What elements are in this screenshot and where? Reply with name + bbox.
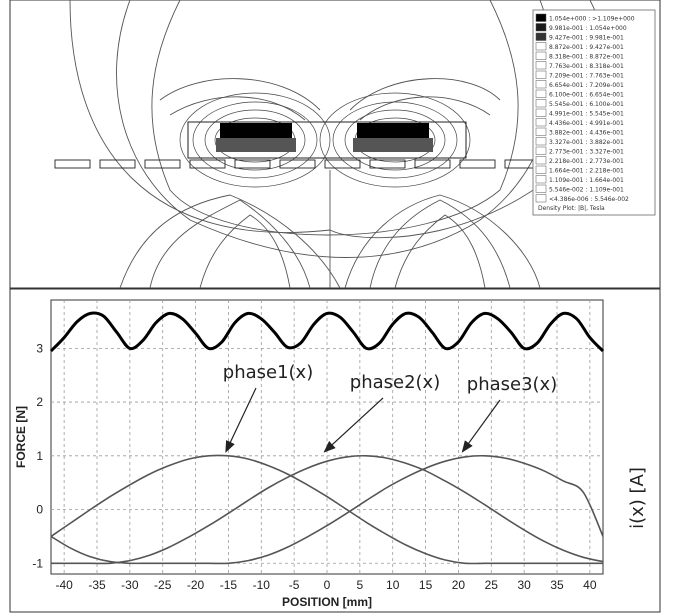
annotation-label: phase3(x) xyxy=(467,374,557,395)
legend-swatch xyxy=(535,118,547,127)
legend-swatch xyxy=(535,127,547,136)
current-axis-label: i(x) [A] xyxy=(627,467,648,529)
legend-swatch xyxy=(535,175,547,184)
annotation-label: phase1(x) xyxy=(223,362,313,383)
x-tick-label: 15 xyxy=(419,578,433,592)
legend-footer: Density Plot: |B|, Tesla xyxy=(538,205,605,212)
field-loops-right xyxy=(319,92,471,188)
legend-entry: 4.991e-001 : 5.545e-001 xyxy=(549,111,624,118)
magnet-left xyxy=(216,123,296,152)
y-tick-labels: -1 0 1 2 3 xyxy=(32,341,43,570)
legend-swatch xyxy=(535,70,547,79)
x-tick-label: -5 xyxy=(289,578,300,592)
legend-entry: 2.218e-001 : 2.773e-001 xyxy=(549,158,624,165)
x-tick-labels: -40 -35 -30 -25 -20 -15 -10 -5 0 5 10 15 20 25 30 35 40 xyxy=(55,578,596,592)
legend-swatch xyxy=(535,23,547,32)
legend-swatch xyxy=(535,156,547,165)
x-tick-label: 40 xyxy=(583,578,597,592)
legend-swatch xyxy=(535,165,547,174)
legend-entry: 7.209e-001 : 7.763e-001 xyxy=(549,73,624,80)
field-loops-left xyxy=(179,92,331,188)
annotation-label: phase2(x) xyxy=(350,372,440,393)
y-tick-label: -1 xyxy=(32,556,43,570)
legend-swatch xyxy=(535,194,547,203)
legend-swatch xyxy=(535,108,547,117)
x-tick-label: -15 xyxy=(220,578,238,592)
x-tick-label: 5 xyxy=(357,578,364,592)
legend-swatch xyxy=(535,184,547,193)
y-tick-label: 0 xyxy=(36,503,43,517)
legend-entry: 5.545e-001 : 6.100e-001 xyxy=(549,101,624,108)
x-tick-label: 10 xyxy=(386,578,400,592)
x-tick-label: -25 xyxy=(154,578,172,592)
force-series-line xyxy=(49,311,605,353)
legend-entry: 2.773e-001 : 3.327e-001 xyxy=(549,149,624,156)
x-tick-label: 35 xyxy=(550,578,564,592)
x-tick-label: 20 xyxy=(452,578,466,592)
annotation-arrow xyxy=(225,387,257,453)
legend-entry: 1.664e-001 : 2.218e-001 xyxy=(549,168,624,175)
legend-entry: 1.109e-001 : 1.664e-001 xyxy=(549,177,624,184)
legend-entry: 6.100e-001 : 6.654e-001 xyxy=(549,92,624,99)
legend-entry: 8.872e-001 : 9.427e-001 xyxy=(549,44,624,51)
x-tick-label: -35 xyxy=(88,578,106,592)
legend-swatch xyxy=(535,137,547,146)
annotation-arrow xyxy=(461,399,501,453)
legend-box xyxy=(532,9,656,216)
legend-entry: 1.054e+000 : >1.109e+000 xyxy=(549,16,635,23)
phase-series-line-3 xyxy=(50,454,604,565)
phase-series-line-2 xyxy=(51,454,604,565)
y-axis-title: FORCE [N] xyxy=(14,406,28,468)
x-tick-label: -10 xyxy=(253,578,271,592)
legend-swatch xyxy=(535,89,547,98)
x-tick-label: 30 xyxy=(517,578,531,592)
y-tick-label: 2 xyxy=(36,395,43,409)
plot-area xyxy=(50,299,604,575)
legend-entry: 5.546e-002 : 1.109e-001 xyxy=(549,187,624,194)
legend-swatch xyxy=(535,80,547,89)
phase-series-line-1 xyxy=(50,454,603,565)
mover-yoke xyxy=(187,121,467,159)
x-tick-label: -40 xyxy=(55,578,73,592)
legend-swatch xyxy=(535,42,547,51)
series-layer xyxy=(49,311,605,565)
legend-entry: 4.436e-001 : 4.991e-001 xyxy=(549,120,624,127)
legend-swatch xyxy=(535,13,547,22)
magnet-right xyxy=(353,123,433,152)
legend-entry: 3.327e-001 : 3.882e-001 xyxy=(549,139,624,146)
x-axis-title: POSITION [mm] xyxy=(282,595,372,609)
legend-swatch xyxy=(535,32,547,41)
density-legend: 1.054e+000 : >1.109e+000 9.981e-001 : 1.0… xyxy=(532,9,656,216)
legend-entry: 9.981e-001 : 1.054e+000 xyxy=(549,25,627,32)
x-tick-label: -30 xyxy=(121,578,139,592)
x-tick-label: -20 xyxy=(187,578,205,592)
annotation-arrow xyxy=(323,397,384,453)
x-tick-label: 25 xyxy=(485,578,499,592)
legend-rows: 1.054e+000 : >1.109e+000 9.981e-001 : 1.0… xyxy=(535,13,635,203)
legend-entry: 6.654e-001 : 7.209e-001 xyxy=(549,82,624,89)
legend-entry: 9.427e-001 : 9.981e-001 xyxy=(549,35,624,42)
legend-swatch xyxy=(535,146,547,155)
legend-swatch xyxy=(535,99,547,108)
y-tick-label: 1 xyxy=(36,449,43,463)
x-tick-label: 0 xyxy=(324,578,331,592)
legend-entry: 7.763e-001 : 8.318e-001 xyxy=(549,63,624,70)
fem-panel: 1.054e+000 : >1.109e+000 9.981e-001 : 1.0… xyxy=(9,0,661,289)
legend-entry: 8.318e-001 : 8.872e-001 xyxy=(549,54,624,61)
legend-entry: <4.386e-006 : 5.546e-002 xyxy=(549,196,629,203)
y-tick-label: 3 xyxy=(36,341,43,355)
legend-swatch xyxy=(535,51,547,60)
chart-panel: -40 -35 -30 -25 -20 -15 -10 -5 0 5 10 15 20 25 30 35 40 … xyxy=(9,288,661,613)
legend-swatch xyxy=(535,61,547,70)
annotations: phase1(x) phase2(x) phase3(x) xyxy=(223,362,557,453)
legend-entry: 3.882e-001 : 4.436e-001 xyxy=(549,130,624,137)
